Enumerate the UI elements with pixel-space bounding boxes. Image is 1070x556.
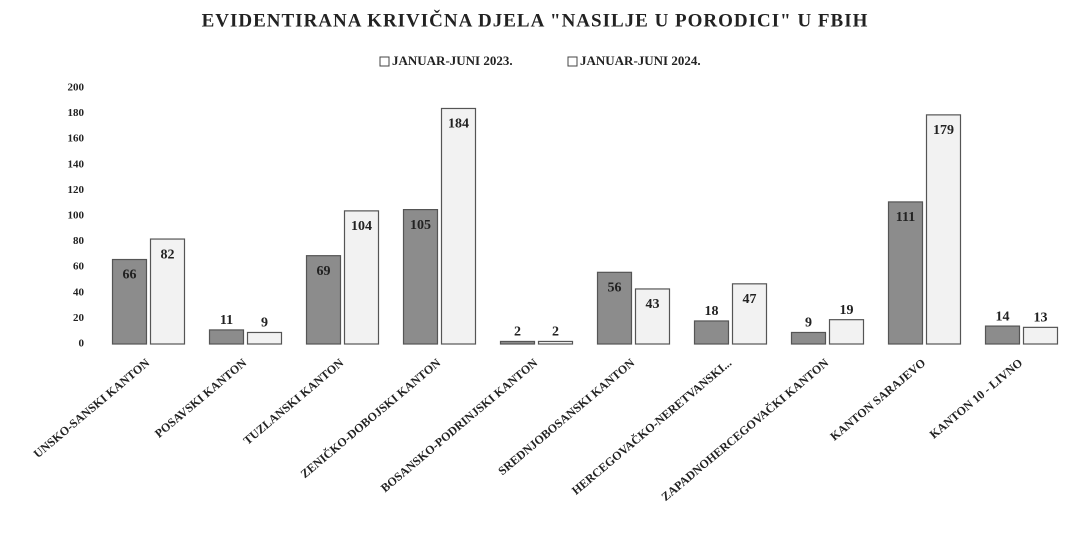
y-tick-label: 60 [73, 261, 85, 273]
value-label: 56 [608, 281, 622, 296]
y-tick-label: 140 [68, 158, 85, 170]
bar [499, 340, 536, 345]
y-tick-label: 100 [68, 210, 85, 222]
legend-swatch [379, 56, 390, 67]
value-label: 19 [840, 303, 854, 318]
value-label: 47 [743, 292, 757, 307]
legend-swatch [567, 56, 578, 67]
value-label: 2 [552, 325, 559, 340]
y-tick-label: 40 [73, 286, 85, 298]
chart-title: EVIDENTIRANA KRIVIČNA DJELA "NASILJE U P… [202, 9, 869, 31]
bar [925, 114, 962, 345]
value-label: 2 [514, 325, 521, 340]
y-tick-label: 200 [68, 82, 85, 94]
y-tick-label: 80 [73, 235, 85, 247]
bar [149, 238, 186, 345]
value-label: 9 [805, 316, 812, 331]
value-label: 184 [448, 117, 469, 132]
bar [246, 331, 283, 345]
bar [1022, 326, 1059, 345]
value-label: 11 [220, 313, 233, 328]
bar [440, 107, 477, 345]
y-tick-label: 0 [79, 338, 85, 350]
value-label: 105 [410, 218, 431, 233]
value-label: 43 [646, 297, 660, 312]
bar [305, 255, 342, 345]
bar [790, 331, 827, 345]
bar [402, 209, 439, 345]
bar [537, 340, 574, 345]
value-label: 104 [351, 219, 372, 234]
value-label: 82 [161, 247, 175, 262]
bar [111, 258, 148, 345]
bar [634, 288, 671, 345]
value-label: 179 [933, 123, 954, 138]
legend-label: JANUAR-JUNI 2023. [392, 53, 513, 68]
bar [343, 210, 380, 345]
bar [596, 271, 633, 345]
bar [887, 201, 924, 345]
x-tick-label: TUZLANSKI KANTON [241, 355, 347, 447]
bar [828, 319, 865, 345]
x-tick-label: KANTON 10 - LIVNO [927, 356, 1025, 442]
value-label: 111 [896, 210, 915, 225]
value-label: 69 [317, 264, 331, 279]
x-tick-label: HERCEGOVAČKO-NERETVANSKI... [569, 356, 734, 498]
value-label: 14 [996, 309, 1010, 324]
legend-label: JANUAR-JUNI 2024. [580, 53, 701, 68]
bar [984, 325, 1021, 345]
y-tick-label: 20 [73, 312, 85, 324]
x-tick-label: BOSANSKO-PODRINJSKI KANTON [378, 355, 541, 495]
y-tick-label: 120 [68, 184, 85, 196]
bar [208, 329, 245, 345]
value-label: 13 [1034, 311, 1048, 326]
x-tick-label: KANTON SARAJEVO [827, 356, 928, 444]
y-tick-label: 180 [68, 107, 85, 119]
value-label: 66 [123, 268, 137, 283]
bar [731, 283, 768, 345]
x-tick-label: POSAVSKI KANTON [152, 355, 250, 440]
value-label: 9 [261, 316, 268, 331]
bar [693, 320, 730, 345]
y-tick-label: 160 [68, 133, 85, 145]
x-tick-label: UNSKO-SANSKI KANTON [31, 355, 153, 460]
x-tick-label: ZAPADNOHERCEGOVAČKI KANTON [658, 355, 831, 503]
value-label: 18 [705, 304, 719, 319]
